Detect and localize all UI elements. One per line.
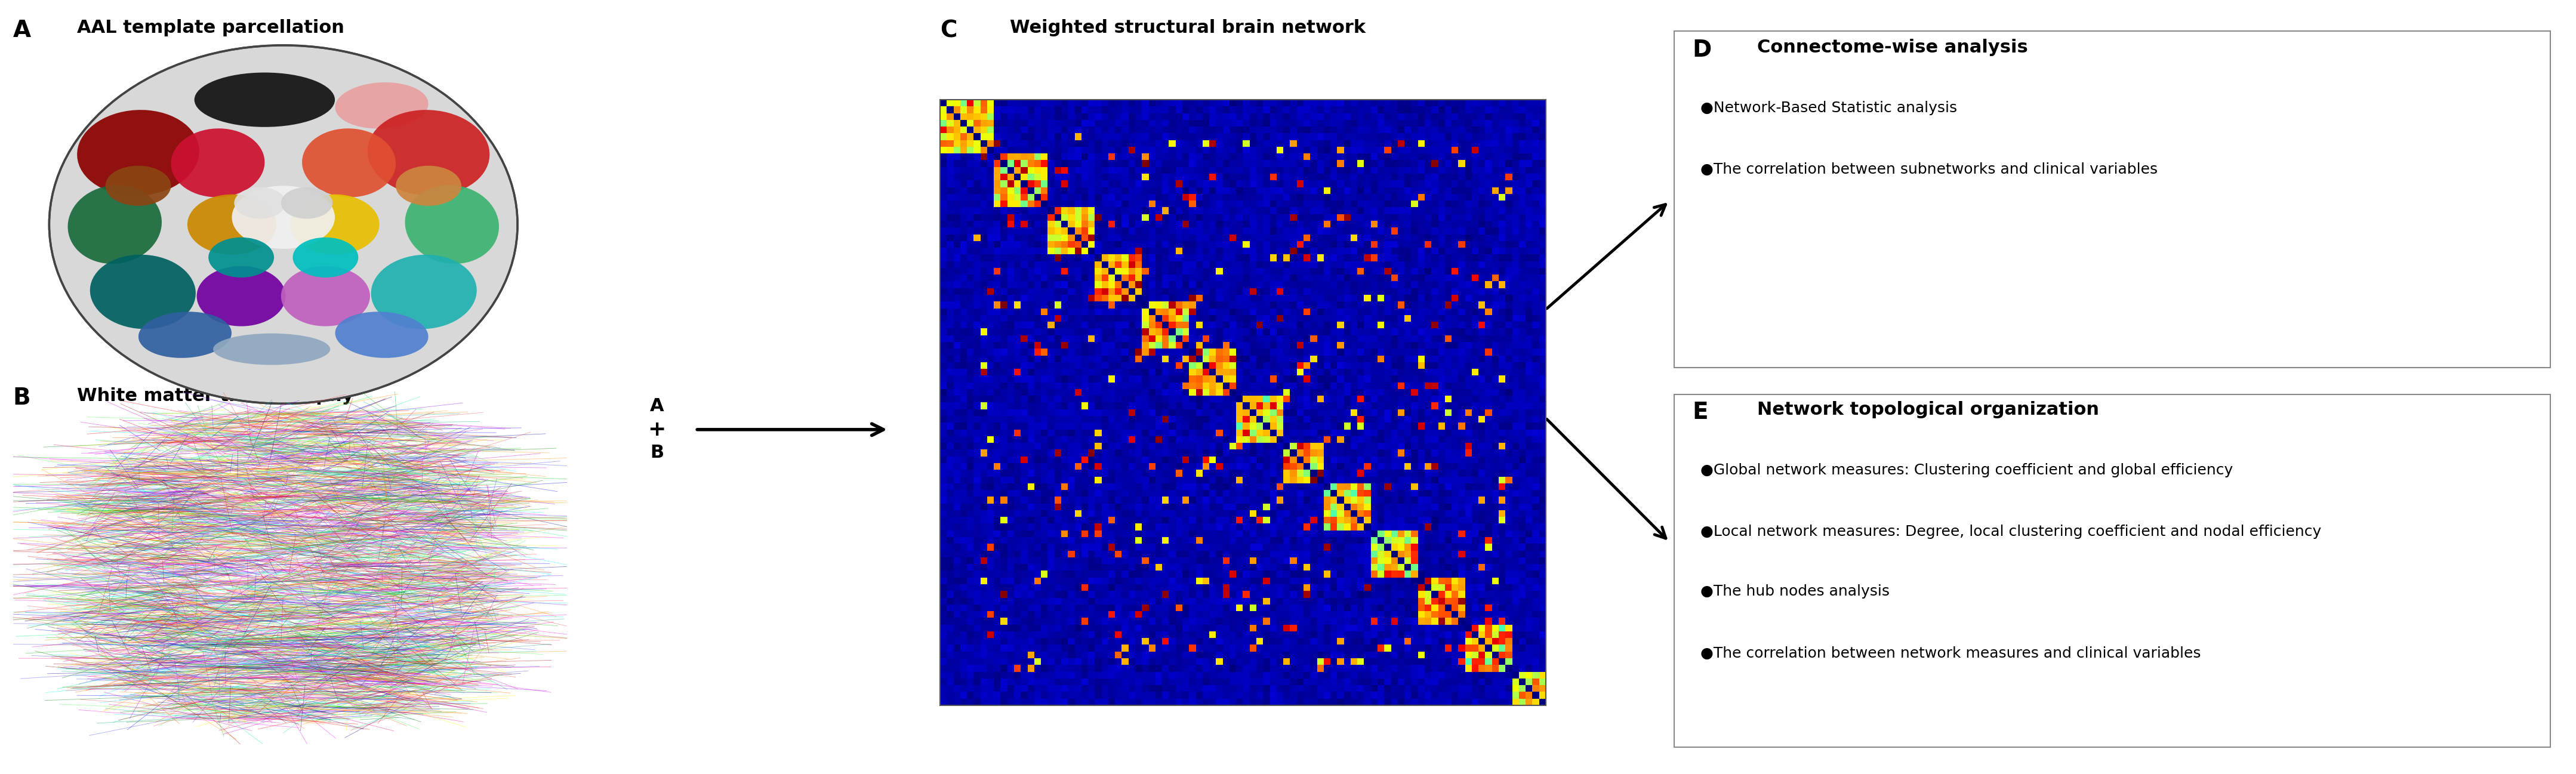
Ellipse shape (281, 187, 332, 219)
Ellipse shape (234, 187, 286, 219)
Text: AAL template parcellation: AAL template parcellation (77, 19, 345, 36)
Ellipse shape (170, 128, 265, 197)
Ellipse shape (371, 255, 477, 329)
Ellipse shape (77, 110, 198, 196)
Ellipse shape (90, 255, 196, 329)
Text: Weighted structural brain network: Weighted structural brain network (1010, 19, 1365, 36)
Text: ●Network-Based Statistic analysis: ●Network-Based Statistic analysis (1700, 101, 1958, 115)
Ellipse shape (335, 82, 428, 128)
Text: White matter tractography: White matter tractography (77, 387, 353, 404)
Ellipse shape (188, 194, 276, 255)
Text: A: A (649, 398, 665, 415)
Ellipse shape (281, 266, 371, 326)
FancyBboxPatch shape (1674, 31, 2550, 368)
Text: ●The correlation between network measures and clinical variables: ●The correlation between network measure… (1700, 646, 2200, 661)
Text: ●Global network measures: Clustering coefficient and global efficiency: ●Global network measures: Clustering coe… (1700, 463, 2233, 478)
Ellipse shape (368, 110, 489, 196)
Text: C: C (940, 19, 958, 42)
Ellipse shape (67, 185, 162, 264)
Text: B: B (13, 387, 31, 409)
Ellipse shape (193, 73, 335, 127)
Ellipse shape (209, 238, 273, 278)
Ellipse shape (196, 266, 286, 326)
Text: ●Local network measures: Degree, local clustering coefficient and nodal efficien: ●Local network measures: Degree, local c… (1700, 525, 2321, 539)
Text: Network topological organization: Network topological organization (1757, 401, 2099, 418)
Text: +: + (647, 420, 667, 440)
Text: E: E (1692, 401, 1708, 423)
Text: A: A (13, 19, 31, 42)
Ellipse shape (49, 46, 518, 403)
FancyBboxPatch shape (1674, 395, 2550, 747)
Text: D: D (1692, 39, 1710, 61)
Ellipse shape (404, 185, 500, 264)
Ellipse shape (291, 194, 379, 255)
Text: ●The hub nodes analysis: ●The hub nodes analysis (1700, 584, 1888, 599)
Ellipse shape (106, 166, 170, 206)
Text: Connectome-wise analysis: Connectome-wise analysis (1757, 39, 2027, 56)
Ellipse shape (214, 334, 330, 365)
Ellipse shape (139, 312, 232, 358)
Text: B: B (649, 444, 665, 461)
Ellipse shape (397, 166, 461, 206)
Text: ●The correlation between subnetworks and clinical variables: ●The correlation between subnetworks and… (1700, 163, 2159, 177)
Ellipse shape (232, 186, 335, 248)
Ellipse shape (335, 312, 428, 358)
Ellipse shape (301, 128, 397, 197)
Ellipse shape (294, 238, 358, 278)
